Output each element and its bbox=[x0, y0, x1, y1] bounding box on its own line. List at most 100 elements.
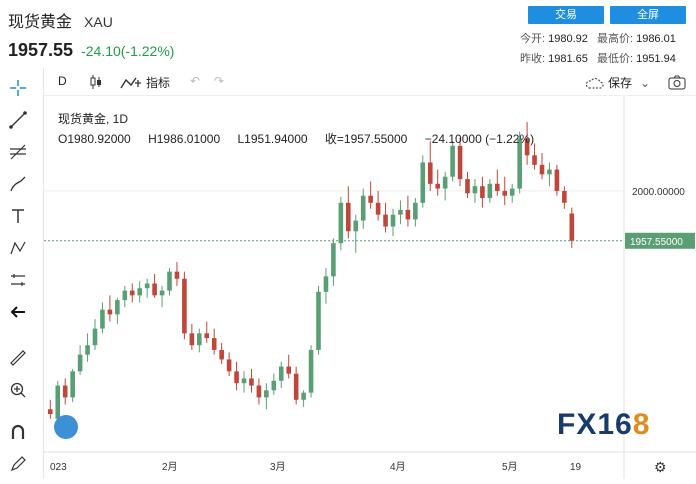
candle-body bbox=[129, 290, 135, 296]
legend-change: −24.10000 (−1.22%) bbox=[424, 132, 535, 146]
x-tick-label: 5月 bbox=[502, 461, 518, 473]
candle-body bbox=[323, 276, 329, 292]
candle-body bbox=[107, 309, 113, 315]
price-change: -24.10(-1.22%) bbox=[81, 43, 175, 59]
candle-body bbox=[442, 176, 448, 189]
fullscreen-button[interactable]: 全屏 bbox=[610, 6, 686, 24]
candle-body bbox=[405, 209, 411, 220]
candle-body bbox=[457, 145, 463, 180]
candle-body bbox=[152, 283, 157, 296]
candle-body bbox=[256, 385, 262, 398]
candle-body bbox=[435, 183, 440, 189]
candle-body bbox=[383, 214, 388, 227]
candle-body bbox=[331, 243, 336, 277]
low-value: 1951.94 bbox=[636, 53, 676, 65]
redo-icon[interactable]: ↷ bbox=[214, 74, 225, 88]
candle-body bbox=[249, 378, 254, 386]
crosshair-icon[interactable] bbox=[6, 76, 30, 100]
pattern-icon[interactable] bbox=[6, 236, 30, 260]
candle-body bbox=[368, 195, 373, 203]
candle-body bbox=[211, 338, 217, 350]
zoom-in-icon[interactable] bbox=[6, 378, 30, 402]
candle-body bbox=[509, 188, 515, 196]
legend-open: O1980.92000 bbox=[58, 132, 131, 146]
candle-body bbox=[413, 202, 418, 220]
candle-body bbox=[241, 378, 247, 384]
candle-body bbox=[293, 373, 299, 400]
trade-button[interactable]: 交易 bbox=[528, 6, 604, 24]
candles-icon[interactable] bbox=[88, 74, 104, 93]
candle-body bbox=[167, 271, 172, 291]
pencil-lock-icon[interactable] bbox=[6, 452, 30, 476]
legend-close: 收=1957.55000 bbox=[324, 132, 408, 146]
candlestick-chart[interactable]: 2000.00000 1957.55000 023 2月 3月 4月 5月 19 ⚙ bbox=[44, 96, 696, 479]
measure-icon[interactable] bbox=[6, 268, 30, 292]
candle-body bbox=[532, 155, 537, 165]
legend-low: L1951.94000 bbox=[237, 132, 308, 146]
chevron-down-icon[interactable]: ⌄ bbox=[640, 75, 651, 90]
prev-close-label: 昨收: bbox=[520, 53, 546, 65]
candle-body bbox=[487, 183, 493, 199]
stats-row-2: 昨收: 1981.65 最低价: 1951.94 bbox=[520, 50, 682, 66]
brush-icon[interactable] bbox=[6, 172, 30, 196]
settings-gear-icon[interactable]: ⚙ bbox=[654, 459, 667, 475]
chart-legend-title: 现货黄金, 1D bbox=[58, 112, 129, 126]
candle-body bbox=[480, 186, 485, 199]
candle-body bbox=[219, 349, 224, 360]
price-chart[interactable]: 2000.00000 1957.55000 023 2月 3月 4月 5月 19 ⚙ 现货黄金,… bbox=[44, 96, 696, 479]
back-arrow-icon[interactable] bbox=[6, 300, 30, 324]
candle-body bbox=[472, 186, 478, 194]
text-icon[interactable] bbox=[6, 204, 30, 228]
candle-body bbox=[62, 385, 68, 398]
candle-body bbox=[375, 202, 381, 215]
candle-body bbox=[569, 213, 575, 241]
magnet-icon[interactable] bbox=[6, 420, 30, 444]
candle-body bbox=[264, 390, 269, 398]
last-price-tag bbox=[625, 232, 695, 249]
candle-body bbox=[390, 214, 396, 227]
candle-body bbox=[226, 359, 232, 372]
undo-icon[interactable]: ↶ bbox=[190, 74, 201, 88]
save-button[interactable]: 保存 ⌄ bbox=[584, 74, 650, 91]
interval-button[interactable]: D bbox=[58, 74, 67, 88]
candle-body bbox=[398, 209, 403, 215]
candle-body bbox=[301, 392, 306, 400]
candle-body bbox=[122, 290, 128, 301]
save-label: 保存 bbox=[608, 76, 633, 90]
y-tick-label: 2000.00000 bbox=[632, 187, 685, 198]
candle-body bbox=[159, 290, 165, 296]
candle-body bbox=[524, 138, 530, 156]
instrument-symbol: XAU bbox=[84, 14, 113, 30]
indicators-button[interactable]: 指标 bbox=[120, 74, 170, 91]
candle-body bbox=[360, 195, 366, 221]
candle-body bbox=[85, 345, 90, 355]
candle-body bbox=[316, 291, 321, 350]
candle-body bbox=[562, 190, 567, 203]
drawing-toolbar bbox=[0, 68, 44, 479]
candle-body bbox=[420, 162, 426, 203]
candle-body bbox=[450, 145, 455, 177]
last-price-label: 1957.55000 bbox=[630, 237, 683, 248]
candle-body bbox=[547, 169, 552, 175]
candle-body bbox=[427, 162, 433, 184]
last-price: 1957.55 bbox=[8, 40, 74, 60]
chart-toolbar: D 指标 ↶ ↷ 保存 ⌄ bbox=[44, 68, 696, 96]
candle-body bbox=[55, 385, 61, 419]
candle-body bbox=[144, 283, 150, 289]
candle-body bbox=[100, 309, 105, 329]
ruler-icon[interactable] bbox=[6, 346, 30, 370]
candle-body bbox=[286, 366, 291, 374]
x-tick-label: 3月 bbox=[270, 461, 286, 473]
candle-body bbox=[308, 349, 314, 393]
candle-body bbox=[70, 371, 75, 398]
stats-row-1: 今开: 1980.92 最高价: 1986.01 bbox=[520, 30, 682, 46]
screenshot-camera-icon[interactable] bbox=[668, 74, 686, 93]
candle-body bbox=[182, 278, 187, 334]
candle-body bbox=[115, 300, 120, 315]
quote-header: 现货黄金 XAU 1957.55 -24.10(-1.22%) 交易 全屏 今开… bbox=[0, 0, 696, 66]
x-tick-label: 4月 bbox=[390, 461, 406, 473]
candle-body bbox=[48, 409, 53, 415]
fib-icon[interactable] bbox=[6, 140, 30, 164]
trend-line-icon[interactable] bbox=[6, 108, 30, 132]
prev-close-value: 1981.65 bbox=[548, 53, 588, 65]
